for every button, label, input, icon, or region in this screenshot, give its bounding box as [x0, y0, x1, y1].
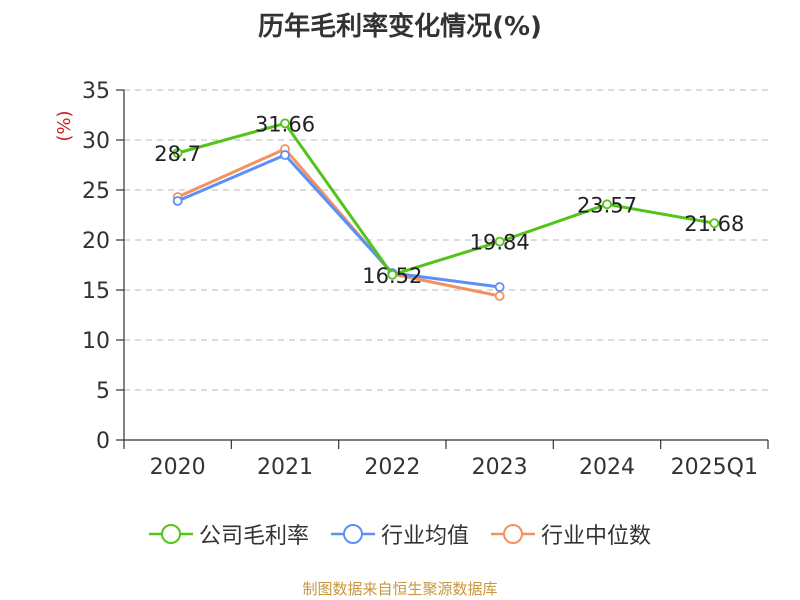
legend-item-industry-mean[interactable]: 行业均值 — [330, 518, 469, 550]
chart-title: 历年毛利率变化情况(%) — [258, 12, 542, 42]
x-tick-label: 2025Q1 — [671, 455, 758, 480]
y-tick-label: 35 — [82, 79, 110, 104]
legend-label: 行业均值 — [380, 524, 469, 549]
legend-line-marker-icon — [330, 524, 375, 544]
y-tick-label: 5 — [96, 379, 110, 404]
legend: 公司毛利率 行业均值 行业中位数 — [0, 518, 800, 550]
series-line — [177, 121, 715, 277]
data-point — [280, 118, 290, 129]
y-tick-label: 20 — [82, 229, 110, 254]
data-point — [387, 269, 398, 280]
x-tick-label: 2022 — [364, 455, 420, 480]
data-label: 28.7 — [154, 142, 201, 166]
y-tick-label: 0 — [96, 429, 110, 454]
y-tick-label: 25 — [82, 179, 110, 204]
data-label: 16.52 — [362, 264, 422, 288]
x-tick-label: 2020 — [150, 455, 206, 480]
x-tick-label: 2021 — [257, 455, 313, 480]
legend-item-industry-median[interactable]: 行业中位数 — [491, 518, 651, 550]
legend-label: 公司毛利率 — [198, 524, 309, 549]
data-point — [602, 199, 612, 210]
source-note: 制图数据来自恒生聚源数据库 — [302, 580, 498, 598]
data-point — [172, 148, 183, 158]
y-tick-label: 10 — [82, 329, 110, 354]
data-point — [494, 236, 505, 247]
x-tick-label: 2024 — [579, 455, 635, 480]
legend-item-company[interactable]: 公司毛利率 — [148, 518, 309, 550]
data-label: 21.68 — [684, 212, 744, 236]
data-label: 31.66 — [255, 112, 315, 136]
data-point — [280, 150, 290, 160]
data-label: 23.57 — [577, 193, 637, 217]
legend-line-marker-icon — [148, 524, 193, 544]
x-tick-label: 2023 — [472, 455, 528, 480]
series-line — [177, 147, 500, 298]
y-tick-label: 15 — [82, 279, 110, 304]
legend-label: 行业中位数 — [541, 524, 652, 549]
y-axis-label: (%) — [54, 110, 75, 141]
data-point — [494, 282, 505, 292]
legend-line-marker-icon — [491, 524, 535, 544]
y-tick-label: 30 — [82, 129, 110, 154]
data-label: 19.84 — [470, 231, 530, 255]
data-point — [172, 196, 183, 206]
data-point — [709, 218, 720, 229]
data-point — [494, 291, 505, 301]
series-line — [177, 153, 500, 289]
